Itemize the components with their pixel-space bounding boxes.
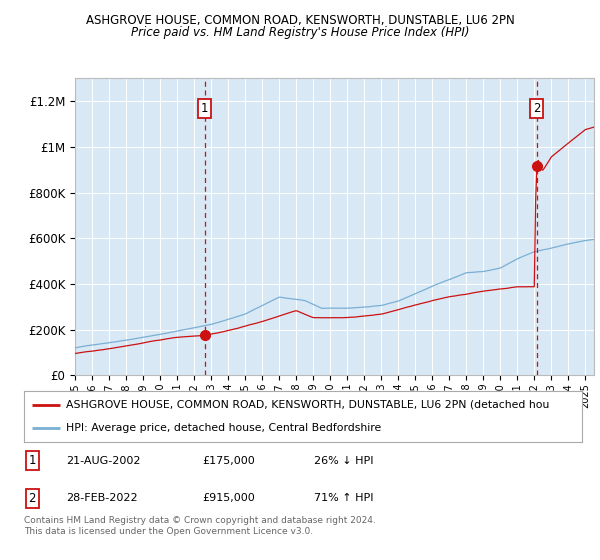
Text: ASHGROVE HOUSE, COMMON ROAD, KENSWORTH, DUNSTABLE, LU6 2PN: ASHGROVE HOUSE, COMMON ROAD, KENSWORTH, … [86, 14, 514, 27]
Text: Price paid vs. HM Land Registry's House Price Index (HPI): Price paid vs. HM Land Registry's House … [131, 26, 469, 39]
Text: ASHGROVE HOUSE, COMMON ROAD, KENSWORTH, DUNSTABLE, LU6 2PN (detached hou: ASHGROVE HOUSE, COMMON ROAD, KENSWORTH, … [66, 400, 549, 410]
Text: 1: 1 [29, 454, 36, 468]
Text: 71% ↑ HPI: 71% ↑ HPI [314, 493, 374, 503]
Text: 1: 1 [201, 101, 209, 115]
Text: HPI: Average price, detached house, Central Bedfordshire: HPI: Average price, detached house, Cent… [66, 423, 381, 433]
Text: £175,000: £175,000 [203, 456, 256, 466]
Text: Contains HM Land Registry data © Crown copyright and database right 2024.
This d: Contains HM Land Registry data © Crown c… [24, 516, 376, 536]
Text: 26% ↓ HPI: 26% ↓ HPI [314, 456, 374, 466]
Text: 21-AUG-2002: 21-AUG-2002 [66, 456, 140, 466]
Text: £915,000: £915,000 [203, 493, 256, 503]
Text: 28-FEB-2022: 28-FEB-2022 [66, 493, 137, 503]
Text: 2: 2 [29, 492, 36, 505]
Text: 2: 2 [533, 101, 541, 115]
